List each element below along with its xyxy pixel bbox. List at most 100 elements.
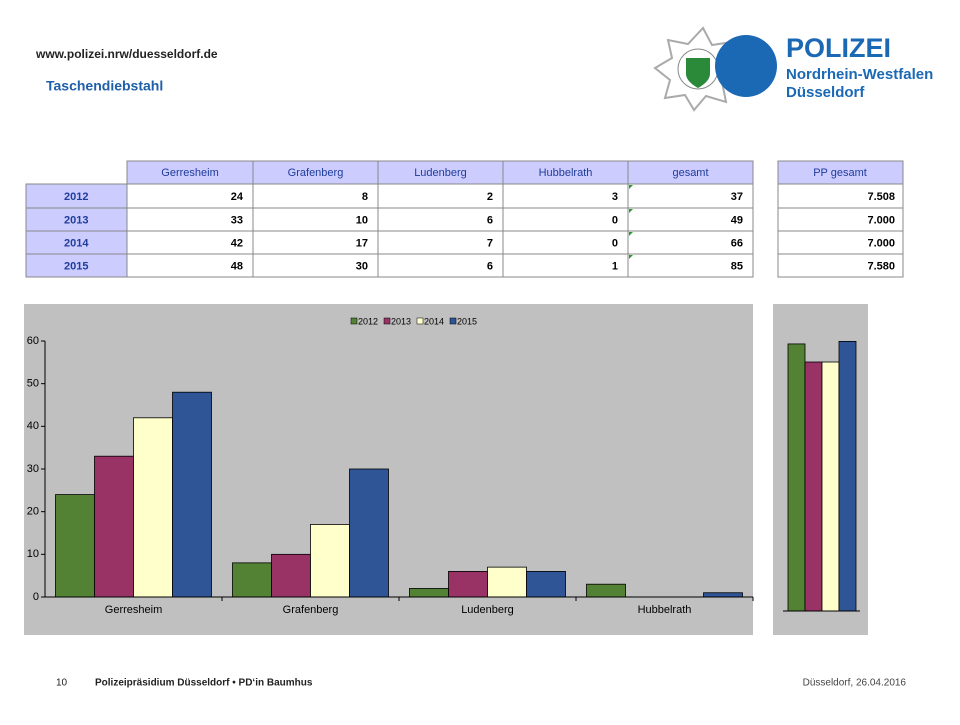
- x-tick-label: Grafenberg: [283, 604, 339, 616]
- cell-value: 0: [612, 214, 618, 226]
- cell: [502, 253, 629, 278]
- pp-value: 7.580: [867, 260, 895, 272]
- cell-value: 33: [231, 214, 243, 226]
- footer-date: Düsseldorf, 26.04.2016: [803, 678, 907, 689]
- cell-value: 30: [356, 260, 368, 272]
- x-tick-label: Hubbelrath: [638, 604, 692, 616]
- bar: [271, 553, 311, 598]
- cell: [377, 207, 504, 232]
- cell-value: 0: [612, 237, 618, 249]
- page-number: 10: [56, 678, 68, 689]
- cell-flag: [629, 209, 633, 213]
- cell-value: 42: [231, 237, 243, 249]
- header-label: Ludenberg: [414, 167, 467, 179]
- legend-swatch: [383, 317, 391, 325]
- pp-cell: [777, 253, 904, 278]
- cell: [377, 183, 504, 209]
- bar: [703, 592, 743, 598]
- cell: [126, 183, 254, 209]
- y-tick-label: 40: [27, 420, 39, 432]
- cell-value: 8: [362, 191, 368, 203]
- y-tick-label: 20: [27, 506, 39, 518]
- legend-label: 2014: [424, 316, 444, 326]
- year-label: 2012: [64, 191, 88, 203]
- cell-value: 37: [731, 191, 743, 203]
- cell: [377, 253, 504, 278]
- cell-value: 66: [731, 237, 743, 249]
- bar: [310, 524, 350, 598]
- bar: [586, 583, 626, 598]
- cell-value: 17: [356, 237, 368, 249]
- cell: [252, 183, 379, 209]
- cell-value: 1: [612, 260, 618, 272]
- bar: [526, 571, 566, 598]
- y-tick-label: 50: [27, 378, 39, 390]
- x-tick-label: Gerresheim: [105, 604, 162, 616]
- pp-value: 7.000: [867, 214, 895, 226]
- logo-name: POLIZEI: [786, 33, 891, 63]
- legend-label: 2013: [391, 316, 411, 326]
- cell-value: 2: [487, 191, 493, 203]
- pp-value: 7.508: [867, 191, 895, 203]
- pp-value: 7.000: [867, 237, 895, 249]
- cell-value: 49: [731, 214, 743, 226]
- x-tick-label: Ludenberg: [461, 604, 514, 616]
- bar: [804, 361, 823, 612]
- legend-swatch: [350, 317, 358, 325]
- year-label: 2015: [64, 260, 88, 272]
- cell-value: 24: [231, 191, 244, 203]
- cell-value: 6: [487, 260, 493, 272]
- crest: [686, 58, 710, 88]
- cell: [502, 230, 629, 255]
- cell-flag: [629, 255, 633, 259]
- bar: [787, 343, 806, 612]
- url: www.polizei.nrw/duesseldorf.de: [35, 47, 218, 61]
- header-label: gesamt: [672, 167, 708, 179]
- cell: [502, 183, 629, 209]
- bar: [487, 566, 527, 598]
- bar: [172, 391, 212, 598]
- bar: [133, 417, 173, 598]
- y-tick-label: 10: [27, 548, 39, 560]
- year-label: 2014: [64, 237, 89, 249]
- header-label: Gerresheim: [161, 167, 218, 179]
- cell: [502, 207, 629, 232]
- cell-flag: [629, 232, 633, 236]
- bar: [448, 571, 488, 598]
- cell-value: 85: [731, 260, 743, 272]
- y-tick-label: 0: [33, 591, 39, 603]
- title: Taschendiebstahl: [46, 78, 163, 94]
- y-tick-label: 30: [27, 463, 39, 475]
- header-label: Grafenberg: [288, 167, 344, 179]
- cell-value: 7: [487, 237, 493, 249]
- y-tick-label: 60: [27, 335, 39, 347]
- cell: [627, 183, 754, 209]
- bar: [349, 468, 389, 598]
- pp-header-label: PP gesamt: [813, 167, 867, 179]
- cell: [627, 253, 754, 278]
- year-label: 2013: [64, 214, 88, 226]
- pp-cell: [777, 183, 904, 209]
- logo-circle: [715, 35, 777, 97]
- header-label: Hubbelrath: [539, 167, 593, 179]
- cell-flag: [629, 185, 633, 189]
- cell-value: 6: [487, 214, 493, 226]
- legend-swatch: [416, 317, 424, 325]
- bar: [838, 340, 857, 612]
- logo: POLIZEI Nordrhein-Westfalen Düsseldorf: [653, 26, 933, 112]
- logo-city: Düsseldorf: [786, 84, 865, 101]
- cell: [377, 230, 504, 255]
- bar: [409, 588, 449, 598]
- legend-swatch: [449, 317, 457, 325]
- bar: [821, 361, 840, 612]
- cell-value: 10: [356, 214, 368, 226]
- bar: [94, 455, 134, 598]
- logo-region: Nordrhein-Westfalen: [786, 66, 933, 83]
- cell-value: 48: [231, 260, 243, 272]
- footer-org: Polizeipräsidium Düsseldorf • PD‘in Baum…: [95, 678, 313, 689]
- cell-value: 3: [612, 191, 618, 203]
- legend-label: 2015: [457, 316, 477, 326]
- legend-label: 2012: [358, 316, 378, 326]
